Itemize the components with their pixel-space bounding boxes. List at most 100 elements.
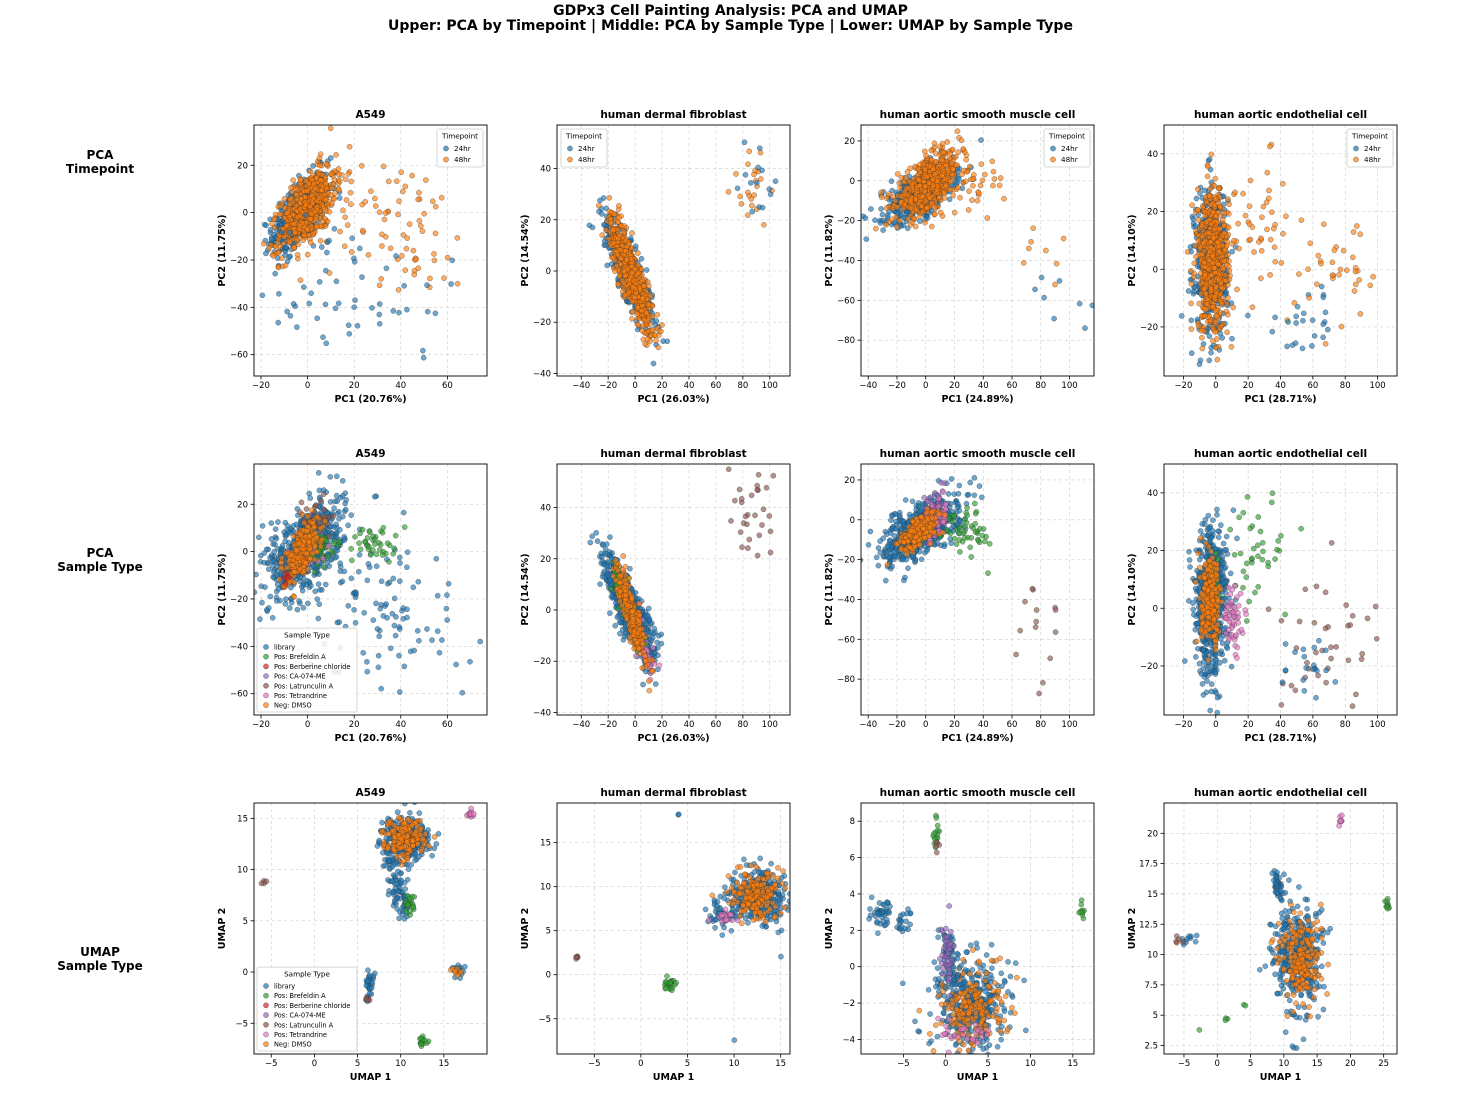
data-point <box>287 229 293 236</box>
data-point <box>749 208 755 215</box>
data-point <box>1213 284 1219 290</box>
y-tick-label: 40 <box>1147 150 1158 160</box>
data-point <box>990 168 997 175</box>
data-point <box>287 196 293 203</box>
data-point <box>1229 335 1235 342</box>
legend-marker <box>567 145 573 152</box>
data-point <box>940 149 946 156</box>
data-point <box>772 178 779 184</box>
data-point <box>898 174 905 181</box>
data-point <box>1329 272 1336 278</box>
data-point <box>282 601 289 607</box>
data-point <box>348 201 354 207</box>
axes-frame <box>556 124 791 377</box>
data-point <box>1208 285 1214 292</box>
data-point <box>1199 334 1205 341</box>
data-point <box>1199 234 1206 240</box>
data-point <box>924 173 931 180</box>
y-tick-label: −20 <box>1140 323 1158 333</box>
x-tick-label: 100 <box>1369 381 1385 391</box>
data-point <box>640 336 647 343</box>
data-point <box>400 232 407 238</box>
data-point <box>1266 187 1272 194</box>
data-point <box>402 183 409 190</box>
data-point <box>1228 344 1235 350</box>
data-point <box>269 220 275 227</box>
x-tick-label: 80 <box>1340 381 1351 391</box>
data-point <box>622 248 629 254</box>
data-point <box>373 203 379 209</box>
data-point <box>1271 244 1278 250</box>
data-point <box>1198 290 1204 297</box>
data-point <box>362 199 368 205</box>
data-point <box>287 313 294 319</box>
data-point <box>915 177 922 183</box>
data-point <box>345 171 352 177</box>
data-point <box>1216 276 1222 283</box>
data-point <box>936 194 943 200</box>
y-axis-label: PC2 (14.54%) <box>520 214 531 286</box>
data-point <box>322 223 329 229</box>
data-point <box>984 215 991 221</box>
data-point <box>1043 247 1049 254</box>
data-point <box>1338 323 1345 330</box>
data-point <box>1229 248 1235 255</box>
data-point <box>1203 306 1209 312</box>
data-point <box>931 140 938 147</box>
data-point <box>889 216 895 223</box>
data-point <box>1202 272 1208 278</box>
data-point <box>1200 341 1207 347</box>
data-point <box>596 202 602 209</box>
data-point <box>242 249 247 254</box>
data-point <box>936 162 942 168</box>
data-point <box>1212 318 1219 325</box>
data-point <box>1240 190 1246 197</box>
data-point <box>347 189 354 196</box>
data-point <box>767 191 774 198</box>
data-point <box>331 196 337 202</box>
data-point <box>1204 173 1211 180</box>
data-point <box>1351 288 1358 294</box>
data-point <box>1196 300 1203 307</box>
data-point <box>328 155 334 161</box>
data-point <box>359 163 365 169</box>
data-point <box>346 143 353 150</box>
data-point <box>1206 192 1213 199</box>
data-point <box>1264 226 1270 233</box>
data-point <box>930 176 936 183</box>
data-point <box>348 178 354 185</box>
data-point <box>287 239 293 246</box>
data-point <box>404 306 410 313</box>
data-point <box>294 252 301 258</box>
data-point <box>974 197 981 204</box>
data-point <box>658 328 664 335</box>
data-point <box>1020 260 1027 266</box>
data-point <box>265 566 272 572</box>
data-point <box>963 156 969 163</box>
data-point <box>1267 143 1273 150</box>
data-point <box>1001 195 1007 202</box>
data-point <box>248 586 253 591</box>
data-point <box>300 237 306 244</box>
data-point <box>605 236 612 242</box>
row-label-2-line1: PCA <box>86 546 114 560</box>
legend-entry: 48hr <box>1364 155 1381 164</box>
data-point <box>292 229 298 236</box>
y-axis-label: PC2 (14.10%) <box>1127 214 1138 286</box>
data-point <box>275 264 282 271</box>
data-point <box>950 166 956 172</box>
data-point <box>615 235 621 241</box>
data-point <box>1056 278 1063 284</box>
data-point <box>1223 243 1230 249</box>
data-point <box>638 255 645 262</box>
legend-entry: 24hr <box>578 144 595 153</box>
legend-box <box>560 128 608 168</box>
x-tick-label: −40 <box>859 381 877 391</box>
data-point <box>310 231 316 237</box>
data-point <box>878 189 884 196</box>
data-point <box>1280 180 1286 187</box>
data-point <box>344 222 351 228</box>
data-point <box>907 165 913 172</box>
data-point <box>320 334 326 340</box>
